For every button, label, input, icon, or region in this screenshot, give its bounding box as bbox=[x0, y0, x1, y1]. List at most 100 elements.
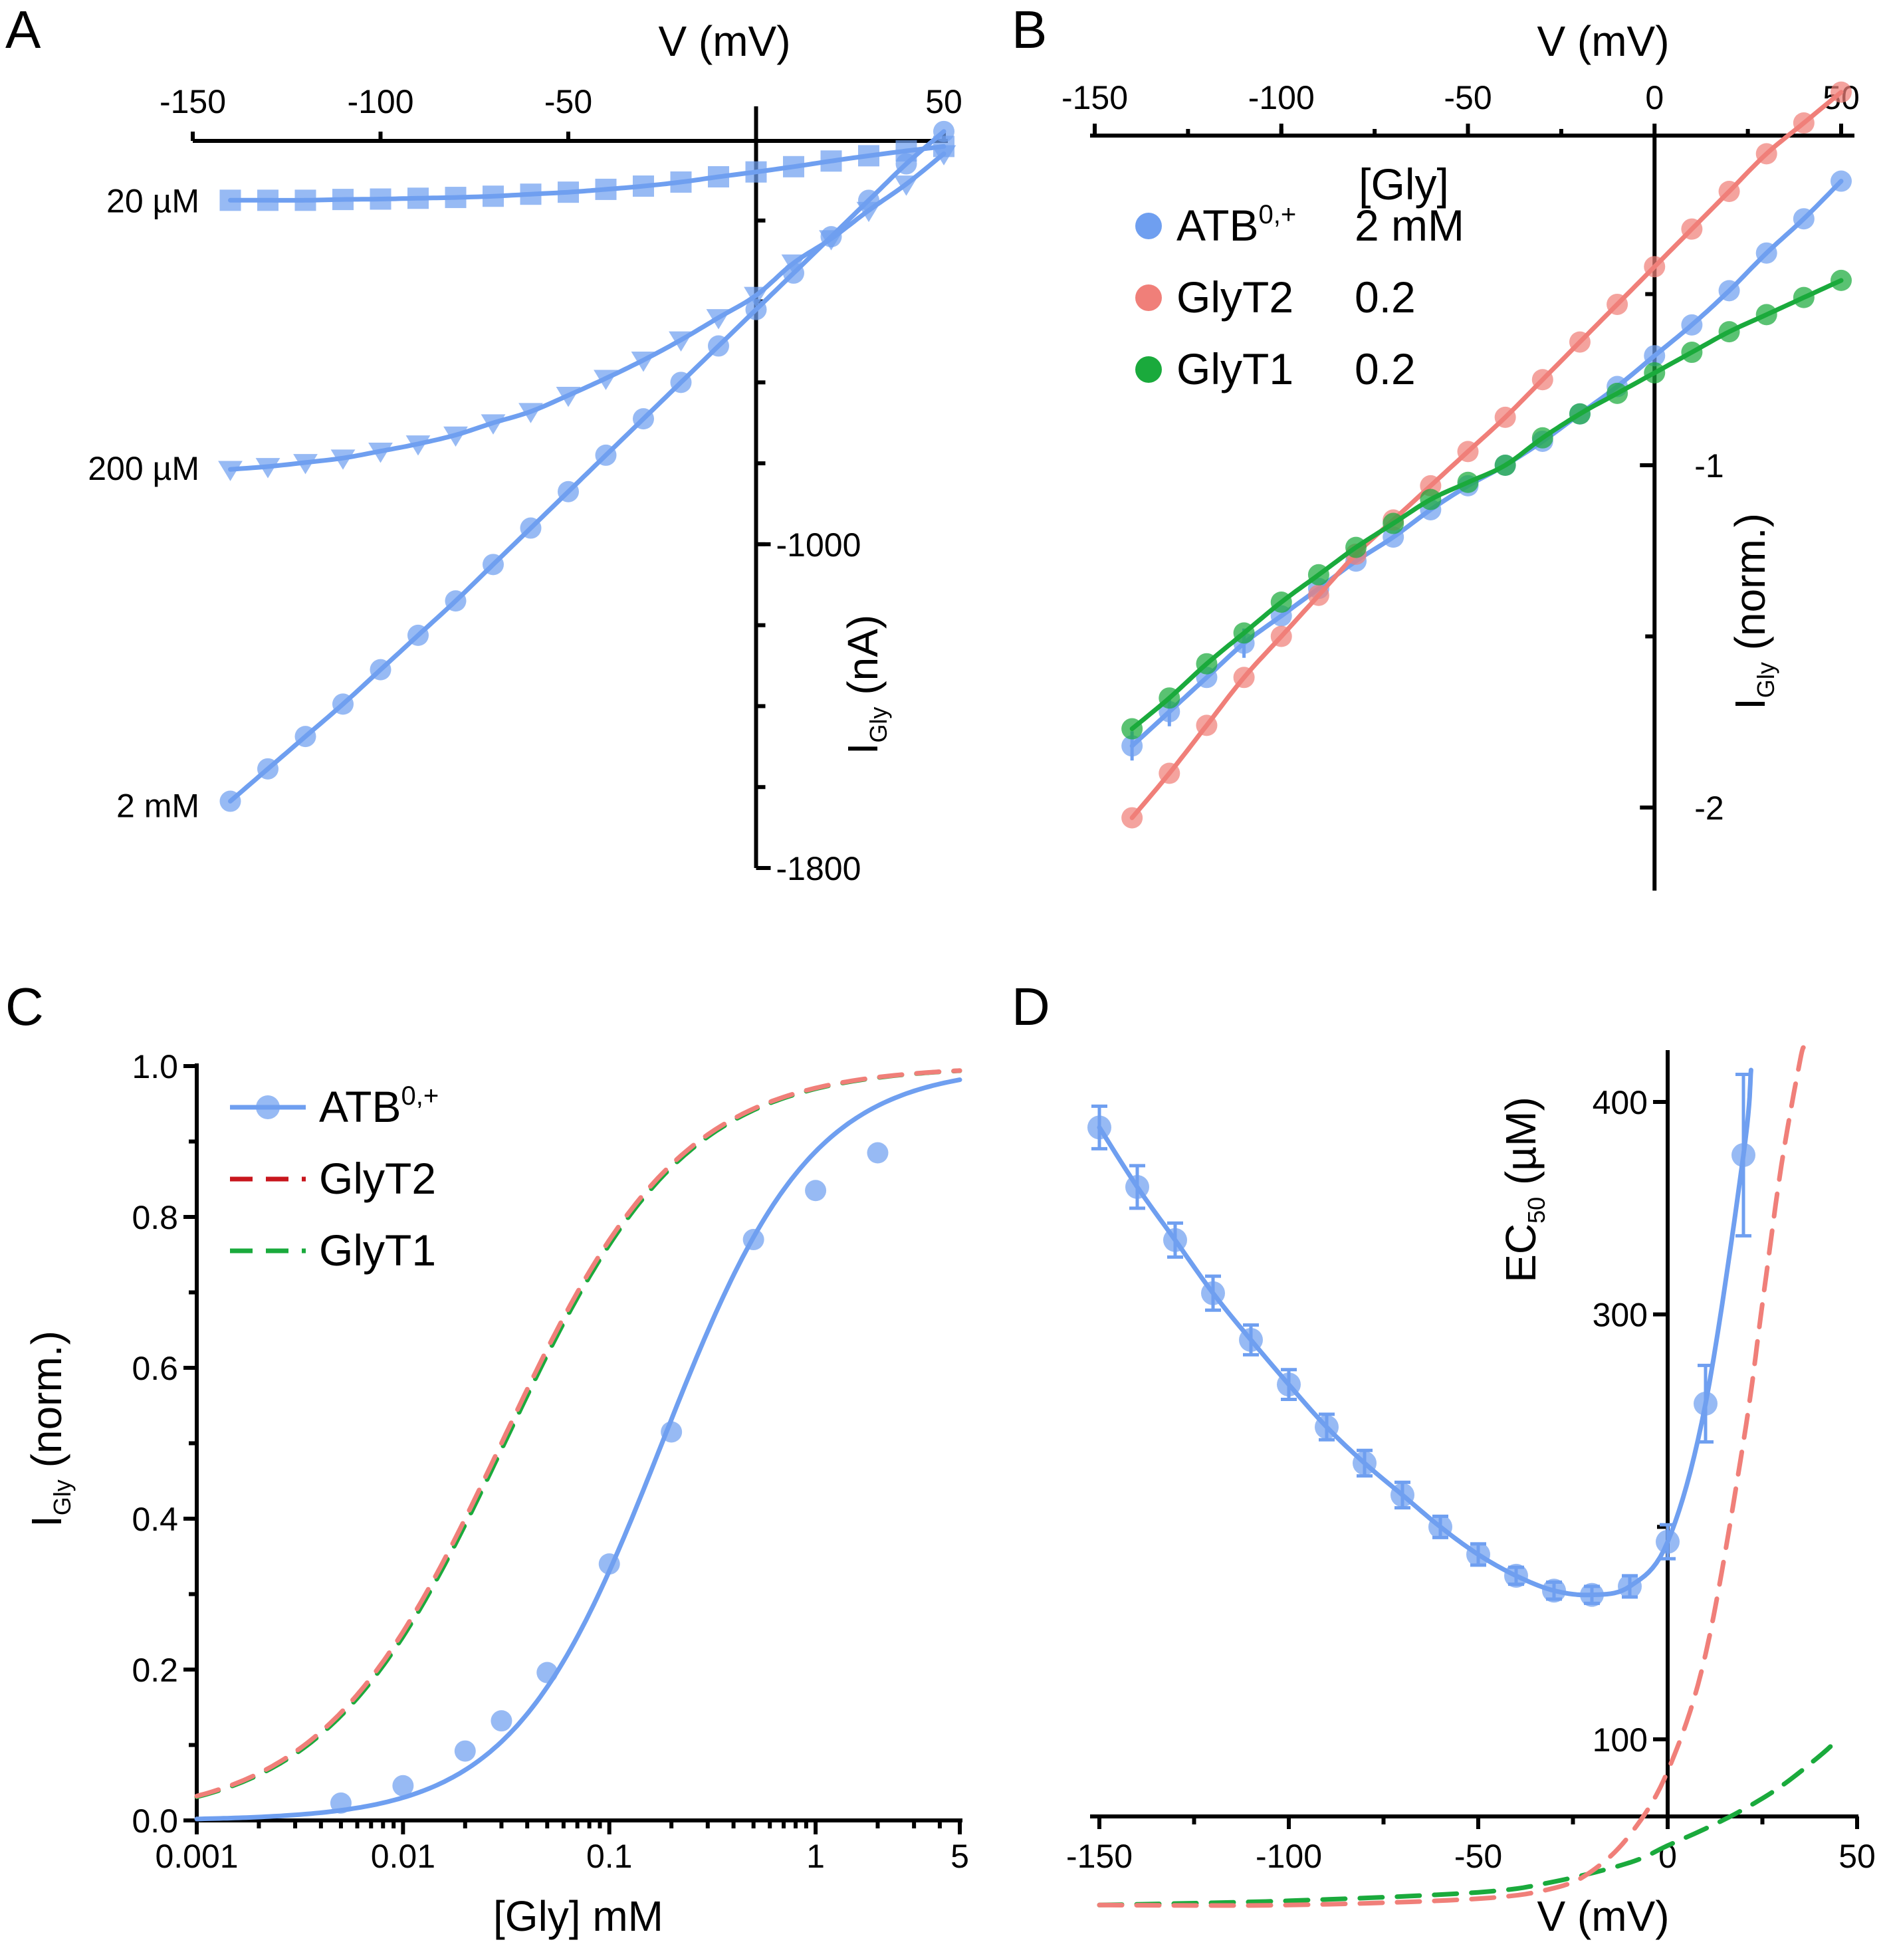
series-0-point bbox=[483, 185, 504, 207]
series-2-point bbox=[820, 226, 842, 248]
series-0-point bbox=[633, 175, 654, 197]
panel-letter-d: D bbox=[1012, 977, 1050, 1036]
series-2-point bbox=[1831, 269, 1852, 291]
x-tick-label-2: -50 bbox=[1444, 79, 1492, 116]
y-tick-label-1: 0.2 bbox=[132, 1652, 178, 1689]
series-2-point bbox=[1420, 489, 1442, 510]
series-1-point bbox=[1307, 584, 1329, 606]
data-point bbox=[1201, 1281, 1225, 1305]
y-axis-label-sub: Gly bbox=[865, 707, 892, 742]
series-0-point bbox=[257, 189, 278, 211]
fit-curve-0 bbox=[1097, 1067, 1753, 1598]
x-axis-label: V (mV) bbox=[1537, 17, 1669, 65]
y-tick-label-1: -1800 bbox=[776, 850, 861, 887]
data-point bbox=[1277, 1372, 1301, 1397]
x-tick-label-1: -100 bbox=[1248, 79, 1315, 116]
y-axis-label-main: I bbox=[839, 742, 887, 754]
panel-a-iv-plot: -150 -100 -50 50 -1000 -1800 V (mV) IGly (nA) 20… bbox=[88, 17, 962, 887]
series-1-point bbox=[368, 443, 393, 463]
legend-marker-2 bbox=[1135, 356, 1162, 383]
series-1-point bbox=[330, 449, 356, 470]
series-1-point bbox=[405, 435, 431, 456]
series-2-point bbox=[1531, 427, 1553, 449]
y-axis-label-sub: 50 bbox=[1523, 1197, 1550, 1224]
series-0-point bbox=[708, 166, 729, 188]
series-1-point bbox=[1681, 218, 1703, 240]
series-label-1: 200 µM bbox=[88, 450, 199, 487]
y-tick-label-0: 100 bbox=[1593, 1721, 1648, 1759]
dashed-curve-1 bbox=[1097, 1045, 1807, 1908]
y-axis-label-main: I bbox=[23, 1515, 70, 1527]
y-axis-label: IGly (norm.) bbox=[23, 1331, 76, 1527]
series-1-point bbox=[1755, 143, 1777, 165]
series-2-point bbox=[445, 590, 467, 612]
y-tick-label-0: 0.0 bbox=[132, 1802, 178, 1840]
series-2-point bbox=[1755, 304, 1777, 326]
series-1-point bbox=[556, 387, 581, 407]
fit-curve-1 bbox=[194, 1068, 962, 1798]
series-2-point bbox=[1345, 536, 1367, 558]
series-2-point bbox=[670, 372, 692, 393]
data-point bbox=[1163, 1228, 1187, 1252]
x-tick-label-1: -100 bbox=[347, 83, 413, 120]
series-1-point bbox=[1233, 667, 1255, 689]
series-1-point bbox=[1494, 406, 1516, 428]
series-0-point bbox=[745, 161, 767, 183]
fit-curve-2 bbox=[194, 1068, 962, 1799]
series-2-point bbox=[219, 790, 241, 812]
y-axis-label: EC50 (µM) bbox=[1497, 1097, 1550, 1283]
series-0-point bbox=[1681, 314, 1703, 336]
data-point bbox=[661, 1421, 683, 1443]
x-tick-label-0: 0.001 bbox=[155, 1838, 238, 1875]
x-axis-label: V (mV) bbox=[658, 17, 790, 65]
panel-letter-a: A bbox=[5, 0, 41, 59]
data-point bbox=[536, 1662, 558, 1684]
legend-conc-1: 0.2 bbox=[1355, 272, 1416, 322]
data-point bbox=[1694, 1391, 1718, 1416]
series-0-point bbox=[445, 187, 467, 209]
series-2-point bbox=[483, 554, 504, 576]
data-point bbox=[1390, 1483, 1414, 1507]
series-0-point bbox=[558, 181, 579, 203]
series-1-point bbox=[218, 461, 243, 481]
legend-marker-0 bbox=[256, 1095, 280, 1119]
series-0-point bbox=[783, 156, 804, 177]
x-tick-label-3: 1 bbox=[806, 1838, 825, 1875]
x-axis-label: V (mV) bbox=[1537, 1892, 1669, 1940]
legend-name-2: GlyT1 bbox=[1176, 344, 1293, 393]
legend-name-0: ATB0,+ bbox=[1176, 200, 1296, 250]
data-point bbox=[454, 1740, 476, 1762]
series-2-point bbox=[1718, 321, 1740, 343]
series-2-point bbox=[783, 262, 804, 284]
legend-marker-0 bbox=[1135, 213, 1162, 239]
fit-curve-0 bbox=[194, 1077, 962, 1822]
y-tick-label-2: 400 bbox=[1593, 1084, 1648, 1121]
y-tick-label-3: 0.6 bbox=[132, 1350, 178, 1387]
series-1-point bbox=[631, 352, 656, 372]
series-1-point bbox=[931, 145, 956, 165]
series-2-point bbox=[595, 444, 617, 466]
series-2-point bbox=[257, 758, 278, 780]
series-2-point bbox=[933, 120, 954, 142]
legend-name-0: ATB0,+ bbox=[319, 1081, 439, 1131]
series-2-point bbox=[858, 189, 879, 211]
data-point bbox=[1731, 1143, 1755, 1167]
data-point bbox=[1239, 1328, 1263, 1353]
data-point bbox=[1315, 1415, 1339, 1440]
y-axis-label-unit: (µM) bbox=[1497, 1097, 1545, 1197]
series-0-point bbox=[1718, 280, 1740, 302]
series-1-point bbox=[1644, 256, 1666, 278]
series-1-point bbox=[669, 331, 693, 352]
series-1-point bbox=[594, 370, 618, 390]
legend-conc-2: 0.2 bbox=[1355, 344, 1416, 393]
y-tick-label-1: -2 bbox=[1694, 790, 1724, 827]
y-axis-label-main: EC bbox=[1497, 1224, 1545, 1283]
data-point bbox=[1125, 1174, 1149, 1199]
series-0-point bbox=[670, 171, 692, 193]
series-1-point bbox=[744, 286, 768, 308]
x-tick-label-4: 5 bbox=[950, 1838, 969, 1875]
series-label-0: 20 µM bbox=[106, 182, 199, 219]
data-point bbox=[1428, 1515, 1452, 1539]
